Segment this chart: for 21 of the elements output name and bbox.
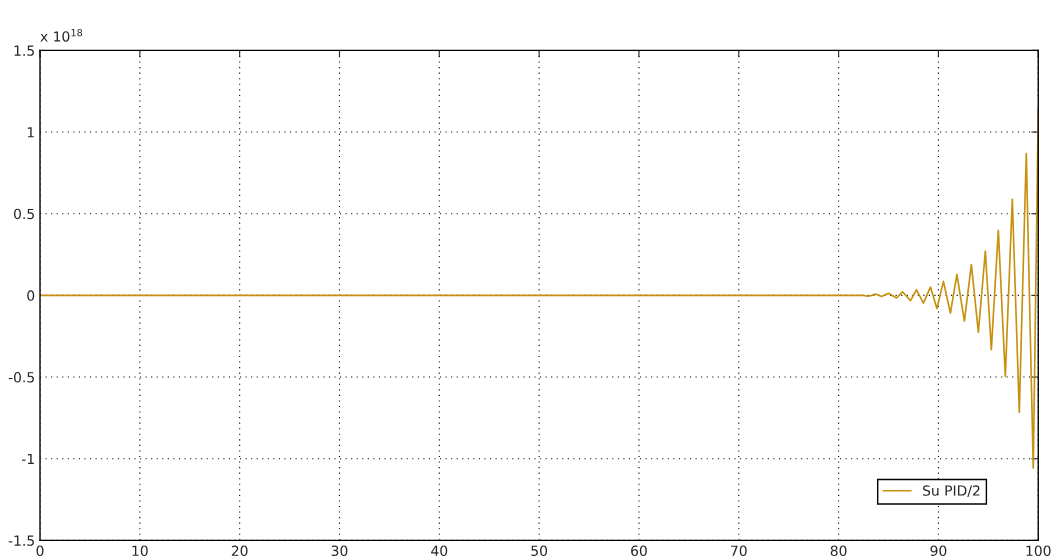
- x-tick-label: 60: [631, 545, 647, 557]
- x-tick-label: 40: [431, 545, 448, 557]
- y-tick-label: 0.5: [13, 208, 34, 220]
- x-tick-label: 0: [36, 545, 44, 557]
- x-tick-label: 30: [331, 545, 348, 557]
- x-tick-label: 80: [830, 545, 847, 557]
- y-tick-label: -1: [21, 453, 34, 465]
- y-tick-label: 0: [27, 290, 35, 301]
- line-series: [40, 107, 1039, 469]
- legend-label: Su PID/2: [923, 485, 980, 497]
- x-tick-label: 20: [231, 545, 248, 557]
- text: x 10$^{18}$: [40, 28, 83, 42]
- x-tick-label: 10: [132, 545, 148, 557]
- y-tick-label: 1.5: [14, 45, 34, 56]
- y-tick-label: -1.5: [8, 535, 34, 546]
- y-tick-label: -0.5: [8, 372, 34, 383]
- y-tick-label: 1: [27, 127, 34, 138]
- x-tick-label: 90: [930, 545, 947, 557]
- x-tick-label: 100: [1026, 545, 1051, 557]
- x-tick-label: 70: [731, 545, 747, 557]
- x-tick-label: 50: [531, 545, 548, 557]
